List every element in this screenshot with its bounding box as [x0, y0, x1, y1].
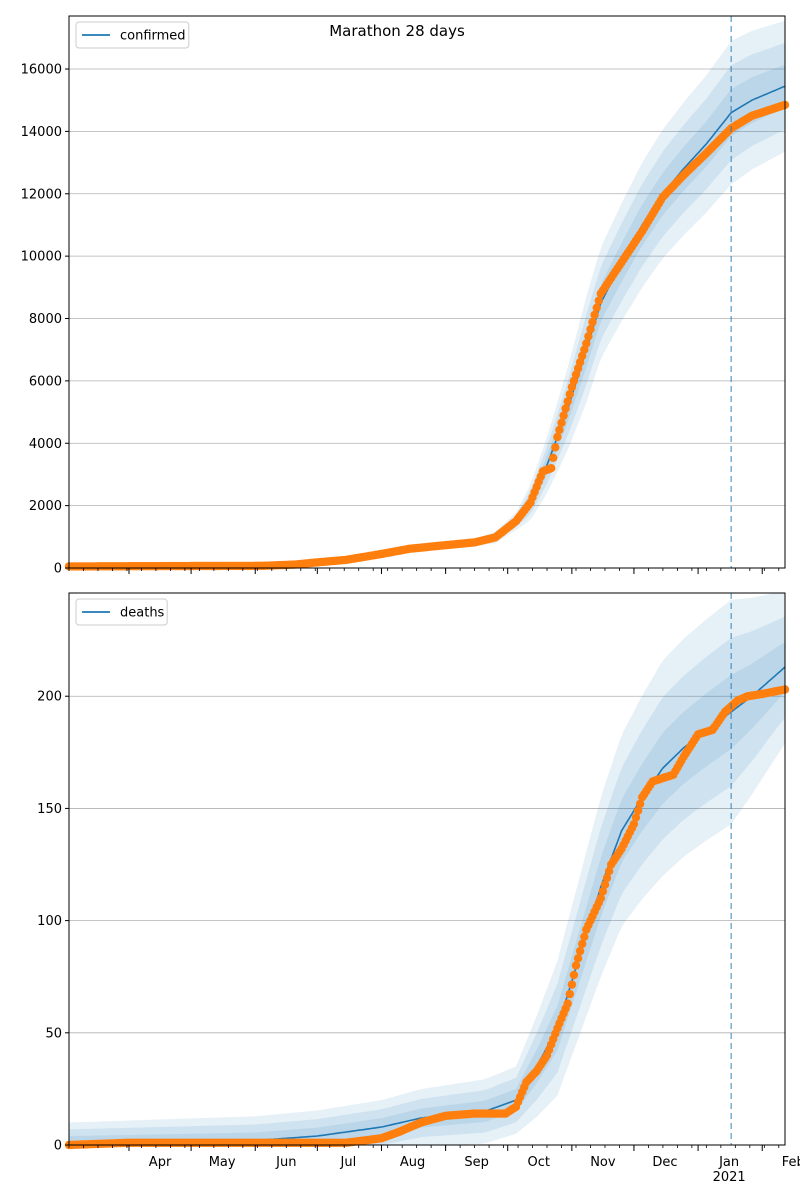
observed-point — [594, 296, 603, 305]
uncertainty-bands — [69, 20, 785, 568]
observed-point — [549, 453, 558, 462]
x-tick-label: 2021 — [713, 1170, 746, 1185]
x-tick-label: Nov — [590, 1155, 616, 1170]
observed-point — [578, 939, 587, 949]
observed-point — [563, 397, 572, 406]
deaths-panel: 0 50 100 150 200 Apr May Jun Jul Aug Sep Oct Nov Dec J… — [37, 592, 800, 1185]
y-tick-label: 12000 — [21, 187, 62, 202]
y-tick-label: 0 — [54, 562, 62, 577]
observed-point — [565, 390, 574, 399]
x-tick-label: Sep — [464, 1155, 489, 1170]
observed-point — [602, 873, 612, 883]
legend: confirmed — [75, 21, 190, 49]
observed-point — [635, 799, 645, 809]
legend-label: confirmed — [120, 29, 186, 44]
observed-point — [592, 303, 601, 312]
x-tick-label: Jun — [275, 1155, 296, 1170]
y-tick-label: 16000 — [21, 63, 62, 78]
observed-point — [561, 404, 570, 413]
y-tick-label: 0 — [54, 1139, 62, 1154]
x-tick-label: Aug — [400, 1155, 425, 1170]
observed-point — [557, 418, 566, 427]
observed-point — [586, 325, 595, 334]
observed-point — [584, 332, 593, 341]
axes-frame — [68, 592, 786, 1146]
uncertainty-band-1 — [69, 593, 785, 1145]
confirmed-panel: 0 2000 4000 6000 8000 10000 12000 14000 16000 con… — [21, 15, 790, 577]
x-tick-label: Feb — [782, 1155, 800, 1170]
uncertainty-band-3 — [69, 64, 785, 567]
observed-point — [596, 894, 605, 903]
observed-point — [571, 961, 581, 970]
uncertainty-band-1 — [69, 20, 785, 568]
observed-point — [547, 464, 556, 473]
observed-point — [565, 989, 574, 999]
x-tick-label: Oct — [528, 1155, 550, 1170]
observed-point — [553, 432, 562, 442]
observed-point — [551, 443, 560, 452]
observed-point — [580, 932, 589, 941]
x-tick-label: Dec — [652, 1155, 677, 1170]
x-tick-label: May — [209, 1155, 236, 1170]
observed-point — [588, 317, 597, 327]
observed-point — [555, 425, 564, 435]
uncertainty-band-3 — [69, 641, 785, 1145]
y-tick-label: 6000 — [29, 374, 62, 389]
observed-point — [604, 867, 614, 876]
observed-point — [629, 819, 639, 829]
observed-point — [567, 980, 577, 989]
uncertainty-band-2 — [69, 42, 785, 567]
observed-point — [575, 358, 585, 367]
observed-point — [631, 813, 641, 822]
y-tick-label: 8000 — [29, 312, 62, 327]
legend-label: deaths — [120, 606, 165, 621]
y-tick-label: 4000 — [29, 437, 62, 452]
legend-box — [75, 21, 190, 49]
y-tick-label: 14000 — [21, 125, 62, 140]
y-tick-label: 100 — [37, 914, 62, 929]
observed-point — [600, 880, 610, 889]
figure-title: Marathon 28 days — [329, 22, 465, 40]
uncertainty-band-2 — [69, 616, 785, 1145]
observed-point — [563, 999, 572, 1008]
observed-point — [582, 339, 591, 348]
y-tick-label: 50 — [45, 1026, 62, 1041]
observed-point — [573, 954, 583, 963]
x-tick-label: Apr — [149, 1155, 172, 1170]
x-tick-label: Jan — [718, 1155, 739, 1170]
legend: deaths — [75, 598, 168, 626]
observed-point — [633, 806, 643, 815]
y-tick-label: 200 — [37, 690, 62, 705]
uncertainty-bands — [69, 593, 785, 1145]
axes-frame — [68, 15, 786, 569]
y-tick-label: 150 — [37, 802, 62, 817]
y-tick-label: 2000 — [29, 499, 62, 514]
observed-point — [598, 887, 608, 896]
observed-point — [569, 970, 579, 980]
legend-box — [75, 598, 168, 626]
observed-point — [559, 411, 568, 420]
x-tick-label: Jul — [340, 1155, 357, 1170]
observed-point — [575, 946, 585, 956]
observed-point — [590, 310, 599, 320]
y-tick-label: 10000 — [21, 250, 62, 265]
